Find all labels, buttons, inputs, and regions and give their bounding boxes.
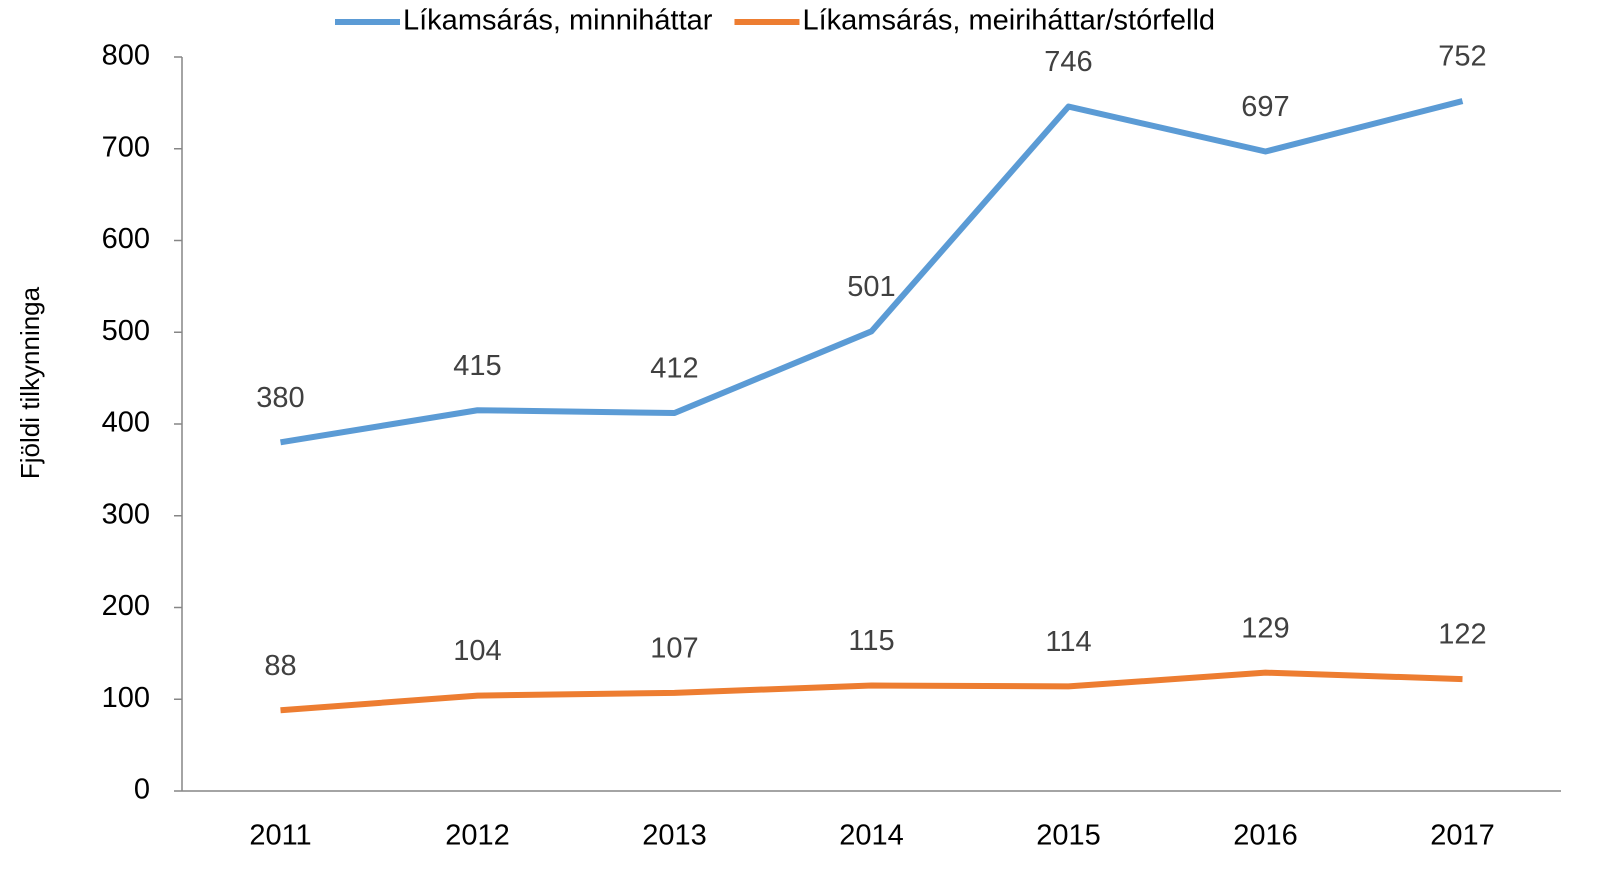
data-label: 114 — [1045, 626, 1091, 658]
data-label: 746 — [1044, 46, 1092, 78]
data-label: 107 — [650, 632, 698, 664]
data-label: 115 — [848, 625, 894, 657]
y-tick-label: 500 — [102, 315, 150, 347]
x-tick-label: 2013 — [642, 820, 707, 852]
y-tick-label: 200 — [102, 590, 150, 622]
y-tick-label: 600 — [102, 223, 150, 255]
y-tick-label: 0 — [134, 774, 150, 806]
x-tick-label: 2011 — [249, 820, 311, 852]
y-axis-label: Fjöldi tilkynninga — [15, 286, 45, 479]
y-tick-label: 400 — [102, 407, 150, 439]
series-line — [280, 98, 1464, 446]
data-label: 501 — [847, 271, 895, 303]
data-label: 412 — [650, 353, 698, 385]
legend-label: Líkamsárás, meiriháttar/stórfelld — [802, 5, 1215, 37]
x-tick-label: 2015 — [1036, 820, 1101, 852]
y-tick-label: 300 — [102, 498, 150, 530]
data-label: 752 — [1438, 41, 1486, 73]
data-label: 380 — [256, 382, 304, 414]
y-tick-label: 800 — [102, 40, 150, 72]
x-tick-label: 2017 — [1430, 820, 1495, 852]
data-label: 415 — [453, 350, 501, 382]
data-label: 697 — [1241, 91, 1289, 123]
x-tick-label: 2012 — [445, 820, 510, 852]
legend-label: Líkamsárás, minniháttar — [403, 5, 713, 37]
x-tick-label: 2014 — [839, 820, 904, 852]
data-label: 88 — [264, 650, 296, 682]
data-label: 129 — [1241, 612, 1289, 644]
y-tick-label: 700 — [102, 131, 150, 163]
data-label: 104 — [453, 635, 501, 667]
x-tick-label: 2016 — [1233, 820, 1298, 852]
series-line — [280, 669, 1463, 714]
y-tick-label: 100 — [102, 682, 150, 714]
data-label: 122 — [1438, 619, 1486, 651]
